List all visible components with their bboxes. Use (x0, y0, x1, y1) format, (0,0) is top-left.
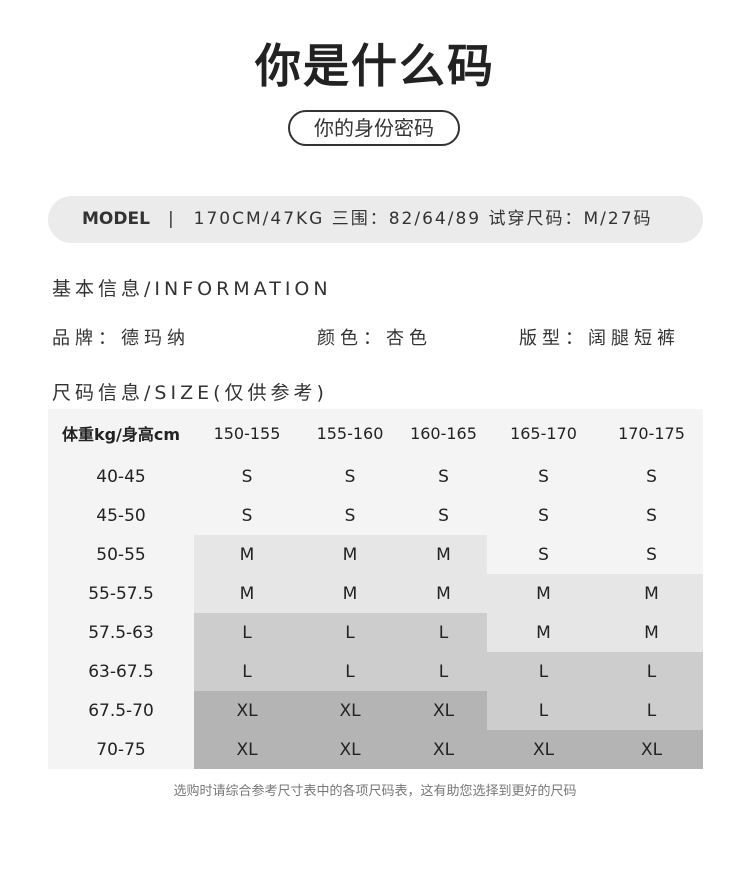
size-cell: S (400, 496, 487, 535)
table-row: 55-57.5 M M M M M (48, 574, 703, 613)
size-cell: M (400, 574, 487, 613)
size-cell: XL (487, 730, 600, 769)
size-cell: L (600, 652, 703, 691)
size-cell: XL (194, 730, 300, 769)
size-cell: M (487, 613, 600, 652)
color-info: 颜色：杏色 (317, 328, 432, 349)
size-table: 体重kg/身高cm 150-155 155-160 160-165 165-170 170… (48, 409, 703, 769)
weight-cell: 63-67.5 (88, 661, 154, 682)
size-cell: L (600, 691, 703, 730)
weight-cell: 40-45 (96, 466, 146, 487)
weight-cell: 57.5-63 (88, 622, 154, 643)
size-cell: L (300, 652, 400, 691)
size-cell: L (487, 691, 600, 730)
page-title: 你是什么码 (255, 39, 495, 93)
size-cell: S (194, 496, 300, 535)
size-cell: M (400, 535, 487, 574)
size-cell: M (300, 535, 400, 574)
size-cell: M (194, 535, 300, 574)
size-heading: 尺码信息/SIZE(仅供参考) (52, 382, 328, 404)
height-header: 160-165 (410, 423, 477, 443)
height-header: 170-175 (618, 423, 685, 443)
height-header: 155-160 (316, 423, 384, 443)
weight-cell: 45-50 (96, 505, 146, 526)
height-header: 165-170 (510, 423, 577, 443)
model-label: MODEL (82, 209, 150, 229)
weight-cell: 50-55 (96, 544, 146, 565)
size-cell: XL (194, 691, 300, 730)
subtitle-pill: 你的身份密码 (288, 110, 460, 146)
table-header-row: 体重kg/身高cm 150-155 155-160 160-165 165-170 170… (48, 409, 703, 457)
size-cell: L (194, 652, 300, 691)
size-cell: L (194, 613, 300, 652)
weight-cell: 67.5-70 (88, 700, 154, 721)
size-cell: L (400, 652, 487, 691)
table-row: 70-75 XL XL XL XL XL (48, 730, 703, 769)
corner-header: 体重kg/身高cm (61, 425, 181, 444)
size-cell: L (300, 613, 400, 652)
size-cell: L (400, 613, 487, 652)
size-note: 选购时请综合参考尺寸表中的各项尺码表，这有助您选择到更好的尺码 (173, 784, 577, 799)
size-cell: S (400, 457, 487, 496)
size-cell: M (600, 613, 703, 652)
table-row: 40-45 S S S S S (48, 457, 703, 496)
size-cell: S (487, 457, 600, 496)
size-cell: S (600, 496, 703, 535)
table-row: 57.5-63 L L L M M (48, 613, 703, 652)
model-separator: | (167, 209, 176, 229)
size-cell: S (194, 457, 300, 496)
table-row: 63-67.5 L L L L L (48, 652, 703, 691)
size-cell: M (194, 574, 300, 613)
table-row: 45-50 S S S S S (48, 496, 703, 535)
model-details: 170CM/47KG 三围：82/64/89 试穿尺码：M/27码 (193, 209, 653, 229)
size-cell: XL (400, 730, 487, 769)
size-cell: M (600, 574, 703, 613)
brand-info: 品牌：德玛纳 (52, 328, 190, 349)
size-cell: XL (300, 691, 400, 730)
table-row: 50-55 M M M S S (48, 535, 703, 574)
table-row: 67.5-70 XL XL XL L L (48, 691, 703, 730)
size-cell: L (487, 652, 600, 691)
weight-cell: 70-75 (96, 739, 146, 760)
size-cell: M (300, 574, 400, 613)
info-heading: 基本信息/INFORMATION (52, 278, 332, 300)
size-cell: S (487, 496, 600, 535)
size-cell: S (300, 457, 400, 496)
size-cell: S (300, 496, 400, 535)
height-header: 150-155 (213, 423, 281, 443)
fit-info: 版型：阔腿短裤 (519, 328, 680, 349)
size-cell: S (600, 535, 703, 574)
size-cell: S (600, 457, 703, 496)
size-cell: M (487, 574, 600, 613)
model-info-bar: MODEL | 170CM/47KG 三围：82/64/89 试穿尺码：M/27码 (48, 196, 703, 243)
weight-cell: 55-57.5 (88, 583, 154, 604)
size-cell: S (487, 535, 600, 574)
size-cell: XL (400, 691, 487, 730)
size-cell: XL (300, 730, 400, 769)
size-cell: XL (600, 730, 703, 769)
